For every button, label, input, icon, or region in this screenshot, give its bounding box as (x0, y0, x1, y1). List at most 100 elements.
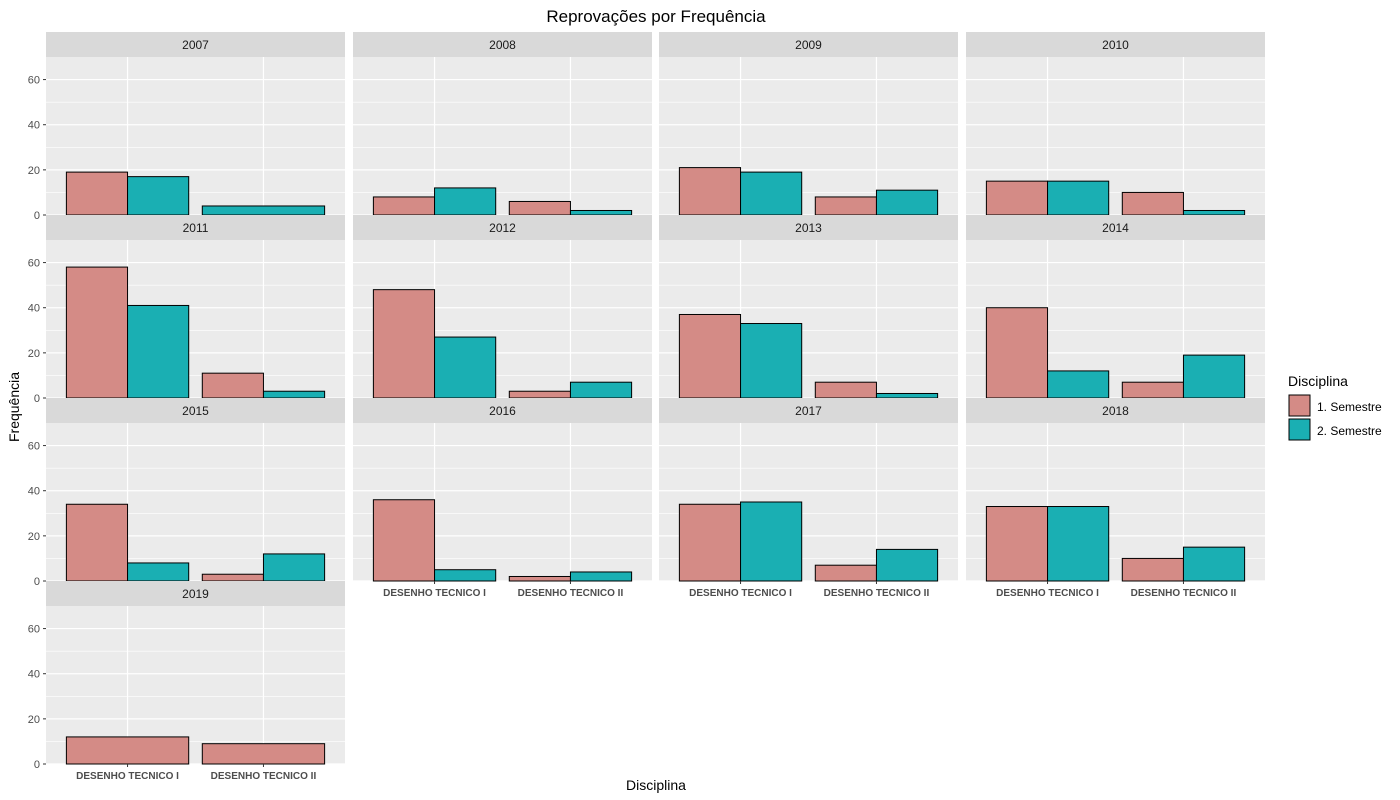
bar-2015-1-semestre-desenho-tecnico-ii (201, 573, 264, 582)
legend-label-1-semestre: 1. Semestre (1317, 400, 1382, 414)
x-tick-label-desenho-tecnico-i: DESENHO TECNICO I (689, 588, 792, 599)
facet-strip-2015 (46, 398, 345, 423)
bar-2014-1-semestre-desenho-tecnico-ii (1121, 381, 1184, 399)
facet-strip-label-2015: 2015 (182, 404, 209, 418)
bar-2018-2-semestre-desenho-tecnico-ii (1182, 546, 1246, 582)
bar-2015-2-semestre-desenho-tecnico-ii (262, 553, 326, 582)
bar-2019-1-semestre-desenho-tecnico-i (65, 736, 190, 765)
facet-2007: 2007 0 20 40 60 (28, 32, 345, 222)
bar-2015-2-semestre-desenho-tecnico-i (127, 562, 190, 582)
legend-label-2-semestre: 2. Semestre (1317, 424, 1382, 438)
bar-2008-1-semestre-desenho-tecnico-i (372, 196, 436, 216)
y-tick-label: 20 (28, 714, 40, 726)
bar-2019-1-semestre-desenho-tecnico-ii (201, 743, 326, 765)
y-tick-label: 40 (28, 303, 40, 315)
legend: Disciplina 1. Semestre 2. Semestre (1288, 373, 1382, 441)
facet-2011: 2011 0 20 40 60 (28, 215, 345, 405)
legend-swatch-2-semestre (1288, 418, 1311, 441)
bar-2007-2-semestre-desenho-tecnico-ii (201, 205, 326, 216)
bar-2007-1-semestre-desenho-tecnico-i (65, 171, 129, 216)
bar-2012-1-semestre-desenho-tecnico-ii (508, 390, 571, 399)
bar-2016-2-semestre-desenho-tecnico-ii (569, 571, 633, 582)
bar-2013-1-semestre-desenho-tecnico-ii (814, 381, 877, 399)
x-tick-label-desenho-tecnico-i: DESENHO TECNICO I (383, 588, 486, 599)
y-tick-label: 0 (34, 759, 40, 771)
bar-2011-1-semestre-desenho-tecnico-i (65, 266, 129, 399)
facet-strip-2017 (659, 398, 958, 423)
y-tick-label: 60 (28, 258, 40, 270)
x-tick-label-desenho-tecnico-i: DESENHO TECNICO I (76, 771, 179, 782)
y-tick-label: 0 (34, 210, 40, 222)
bar-2010-1-semestre-desenho-tecnico-ii (1121, 191, 1184, 216)
facet-strip-label-2019: 2019 (182, 587, 209, 601)
facet-strip-label-2008: 2008 (489, 38, 516, 52)
bar-2018-2-semestre-desenho-tecnico-i (1047, 506, 1110, 582)
bar-2011-1-semestre-desenho-tecnico-ii (201, 372, 264, 399)
y-tick-label: 20 (28, 531, 40, 543)
bar-2016-1-semestre-desenho-tecnico-ii (508, 575, 571, 582)
facet-strip-2013 (659, 215, 958, 240)
y-tick-label: 60 (28, 624, 40, 636)
facet-strip-label-2014: 2014 (1102, 221, 1129, 235)
y-tick-label: 40 (28, 669, 40, 681)
bar-2012-1-semestre-desenho-tecnico-i (372, 289, 436, 399)
bar-2008-1-semestre-desenho-tecnico-ii (508, 200, 571, 216)
x-tick-label-desenho-tecnico-ii: DESENHO TECNICO II (1131, 588, 1237, 599)
bar-2007-2-semestre-desenho-tecnico-i (127, 176, 190, 216)
facet-2015: 2015 0 20 40 60 (28, 398, 345, 588)
bar-2017-1-semestre-desenho-tecnico-ii (814, 564, 877, 582)
facet-strip-2009 (659, 32, 958, 57)
x-axis-title: Disciplina (626, 777, 686, 793)
facet-strip-2016 (353, 398, 652, 423)
legend-swatch-1-semestre (1288, 394, 1311, 417)
panel-background-2008 (353, 57, 652, 215)
bar-2016-2-semestre-desenho-tecnico-i (434, 569, 497, 582)
bar-2009-1-semestre-desenho-tecnico-ii (814, 196, 877, 216)
bar-2010-2-semestre-desenho-tecnico-i (1047, 180, 1110, 216)
x-tick-label-desenho-tecnico-i: DESENHO TECNICO I (996, 588, 1099, 599)
facet-2014: 2014 (966, 215, 1265, 399)
facet-2019: 2019 0 20 40 60 DESENHO TECNICO I DESENHO TECN… (28, 581, 345, 782)
bar-2015-1-semestre-desenho-tecnico-i (65, 503, 129, 582)
bar-2014-2-semestre-desenho-tecnico-i (1047, 370, 1110, 399)
facet-2018: 2018 DESENHO TECNICO I DESENHO TECNICO II (966, 398, 1265, 599)
facet-strip-2011 (46, 215, 345, 240)
facet-2008: 2008 (353, 32, 652, 216)
x-tick-label-desenho-tecnico-ii: DESENHO TECNICO II (824, 588, 930, 599)
bar-2013-2-semestre-desenho-tecnico-i (740, 323, 803, 399)
facet-strip-2019 (46, 581, 345, 606)
bar-2010-2-semestre-desenho-tecnico-ii (1182, 209, 1246, 216)
bar-2009-1-semestre-desenho-tecnico-i (678, 167, 742, 216)
bar-2012-2-semestre-desenho-tecnico-i (434, 336, 497, 399)
y-axis-title: Frequência (6, 372, 22, 442)
x-tick-label-desenho-tecnico-ii: DESENHO TECNICO II (211, 771, 317, 782)
chart-title: Reprovações por Frequência (546, 7, 766, 26)
facet-2013: 2013 (659, 215, 958, 399)
facet-strip-2012 (353, 215, 652, 240)
bar-2012-2-semestre-desenho-tecnico-ii (569, 381, 633, 399)
facet-strip-label-2018: 2018 (1102, 404, 1129, 418)
y-tick-label: 20 (28, 165, 40, 177)
facet-2016: 2016 DESENHO TECNICO I DESENHO TECNICO II (353, 398, 652, 599)
y-tick-label: 40 (28, 120, 40, 132)
bar-2013-1-semestre-desenho-tecnico-i (678, 313, 742, 399)
bar-2018-1-semestre-desenho-tecnico-i (985, 506, 1049, 582)
facet-strip-2007 (46, 32, 345, 57)
y-tick-label: 0 (34, 576, 40, 588)
bar-2009-2-semestre-desenho-tecnico-ii (875, 189, 939, 216)
facet-strip-label-2009: 2009 (795, 38, 822, 52)
facet-strip-label-2010: 2010 (1102, 38, 1129, 52)
bar-2011-2-semestre-desenho-tecnico-ii (262, 390, 326, 399)
facet-strip-label-2007: 2007 (182, 38, 209, 52)
facet-strip-label-2017: 2017 (795, 404, 822, 418)
facet-strip-label-2012: 2012 (489, 221, 516, 235)
bar-2011-2-semestre-desenho-tecnico-i (127, 304, 190, 399)
facet-2010: 2010 (966, 32, 1265, 216)
y-tick-label: 60 (28, 75, 40, 87)
bar-2017-2-semestre-desenho-tecnico-ii (875, 548, 939, 582)
bar-2009-2-semestre-desenho-tecnico-i (740, 171, 803, 216)
facet-strip-2018 (966, 398, 1265, 423)
facet-2009: 2009 (659, 32, 958, 216)
bar-2010-1-semestre-desenho-tecnico-i (985, 180, 1049, 216)
